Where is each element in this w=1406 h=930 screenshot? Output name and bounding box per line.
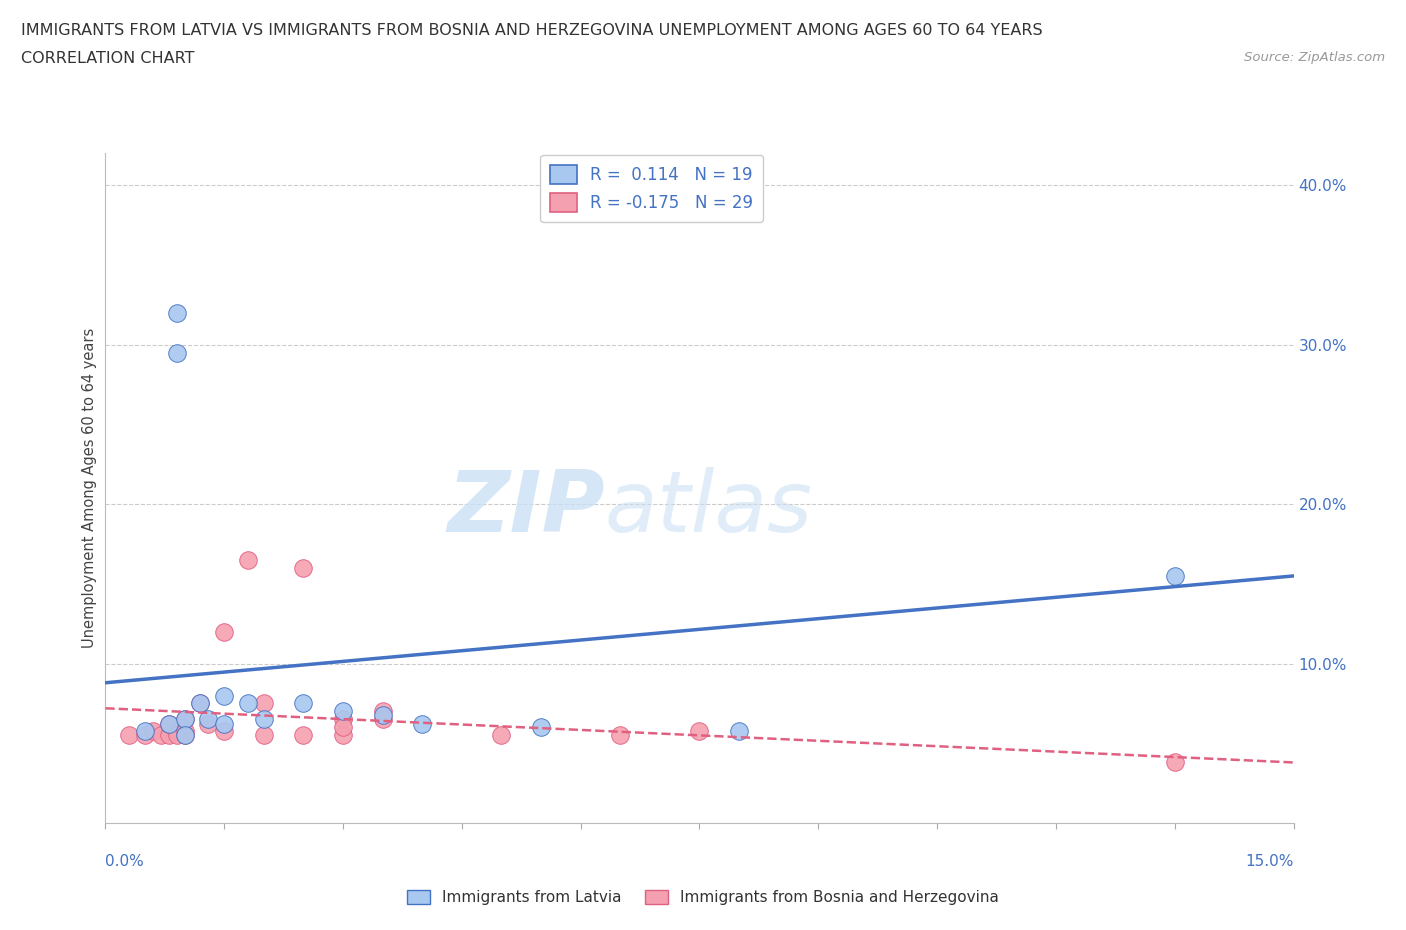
Point — [689, 724, 711, 738]
Text: Source: ZipAtlas.com: Source: ZipAtlas.com — [1244, 51, 1385, 64]
Point — [118, 728, 141, 743]
Legend: Immigrants from Latvia, Immigrants from Bosnia and Herzegovina: Immigrants from Latvia, Immigrants from … — [401, 884, 1005, 911]
Text: 0.0%: 0.0% — [105, 854, 145, 869]
Point — [236, 696, 259, 711]
Point — [190, 696, 212, 711]
Point — [166, 345, 188, 360]
Point — [332, 704, 354, 719]
Point — [609, 728, 631, 743]
Point — [371, 707, 394, 722]
Point — [214, 688, 236, 703]
Point — [530, 720, 553, 735]
Point — [157, 728, 180, 743]
Point — [236, 552, 259, 567]
Text: ZIP: ZIP — [447, 467, 605, 550]
Point — [371, 704, 394, 719]
Text: 15.0%: 15.0% — [1246, 854, 1294, 869]
Point — [166, 724, 188, 738]
Point — [173, 728, 195, 743]
Point — [332, 712, 354, 727]
Point — [214, 624, 236, 639]
Point — [253, 712, 276, 727]
Point — [411, 717, 433, 732]
Text: atlas: atlas — [605, 467, 813, 550]
Point — [190, 696, 212, 711]
Point — [292, 561, 315, 576]
Point — [157, 717, 180, 732]
Point — [253, 728, 276, 743]
Point — [173, 724, 195, 738]
Point — [292, 728, 315, 743]
Point — [142, 724, 165, 738]
Point — [134, 724, 156, 738]
Point — [173, 728, 195, 743]
Point — [214, 724, 236, 738]
Point — [166, 728, 188, 743]
Point — [197, 717, 219, 732]
Point — [1164, 568, 1187, 583]
Point — [1164, 755, 1187, 770]
Point — [149, 728, 172, 743]
Point — [728, 724, 751, 738]
Y-axis label: Unemployment Among Ages 60 to 64 years: Unemployment Among Ages 60 to 64 years — [82, 328, 97, 648]
Point — [491, 728, 513, 743]
Point — [253, 696, 276, 711]
Point — [134, 728, 156, 743]
Point — [292, 696, 315, 711]
Point — [332, 720, 354, 735]
Point — [166, 305, 188, 320]
Legend: R =  0.114   N = 19, R = -0.175   N = 29: R = 0.114 N = 19, R = -0.175 N = 29 — [540, 155, 763, 222]
Point — [173, 712, 195, 727]
Text: IMMIGRANTS FROM LATVIA VS IMMIGRANTS FROM BOSNIA AND HERZEGOVINA UNEMPLOYMENT AM: IMMIGRANTS FROM LATVIA VS IMMIGRANTS FRO… — [21, 23, 1043, 38]
Text: CORRELATION CHART: CORRELATION CHART — [21, 51, 194, 66]
Point — [197, 712, 219, 727]
Point — [214, 717, 236, 732]
Point — [157, 717, 180, 732]
Point — [371, 712, 394, 727]
Point — [173, 712, 195, 727]
Point — [332, 728, 354, 743]
